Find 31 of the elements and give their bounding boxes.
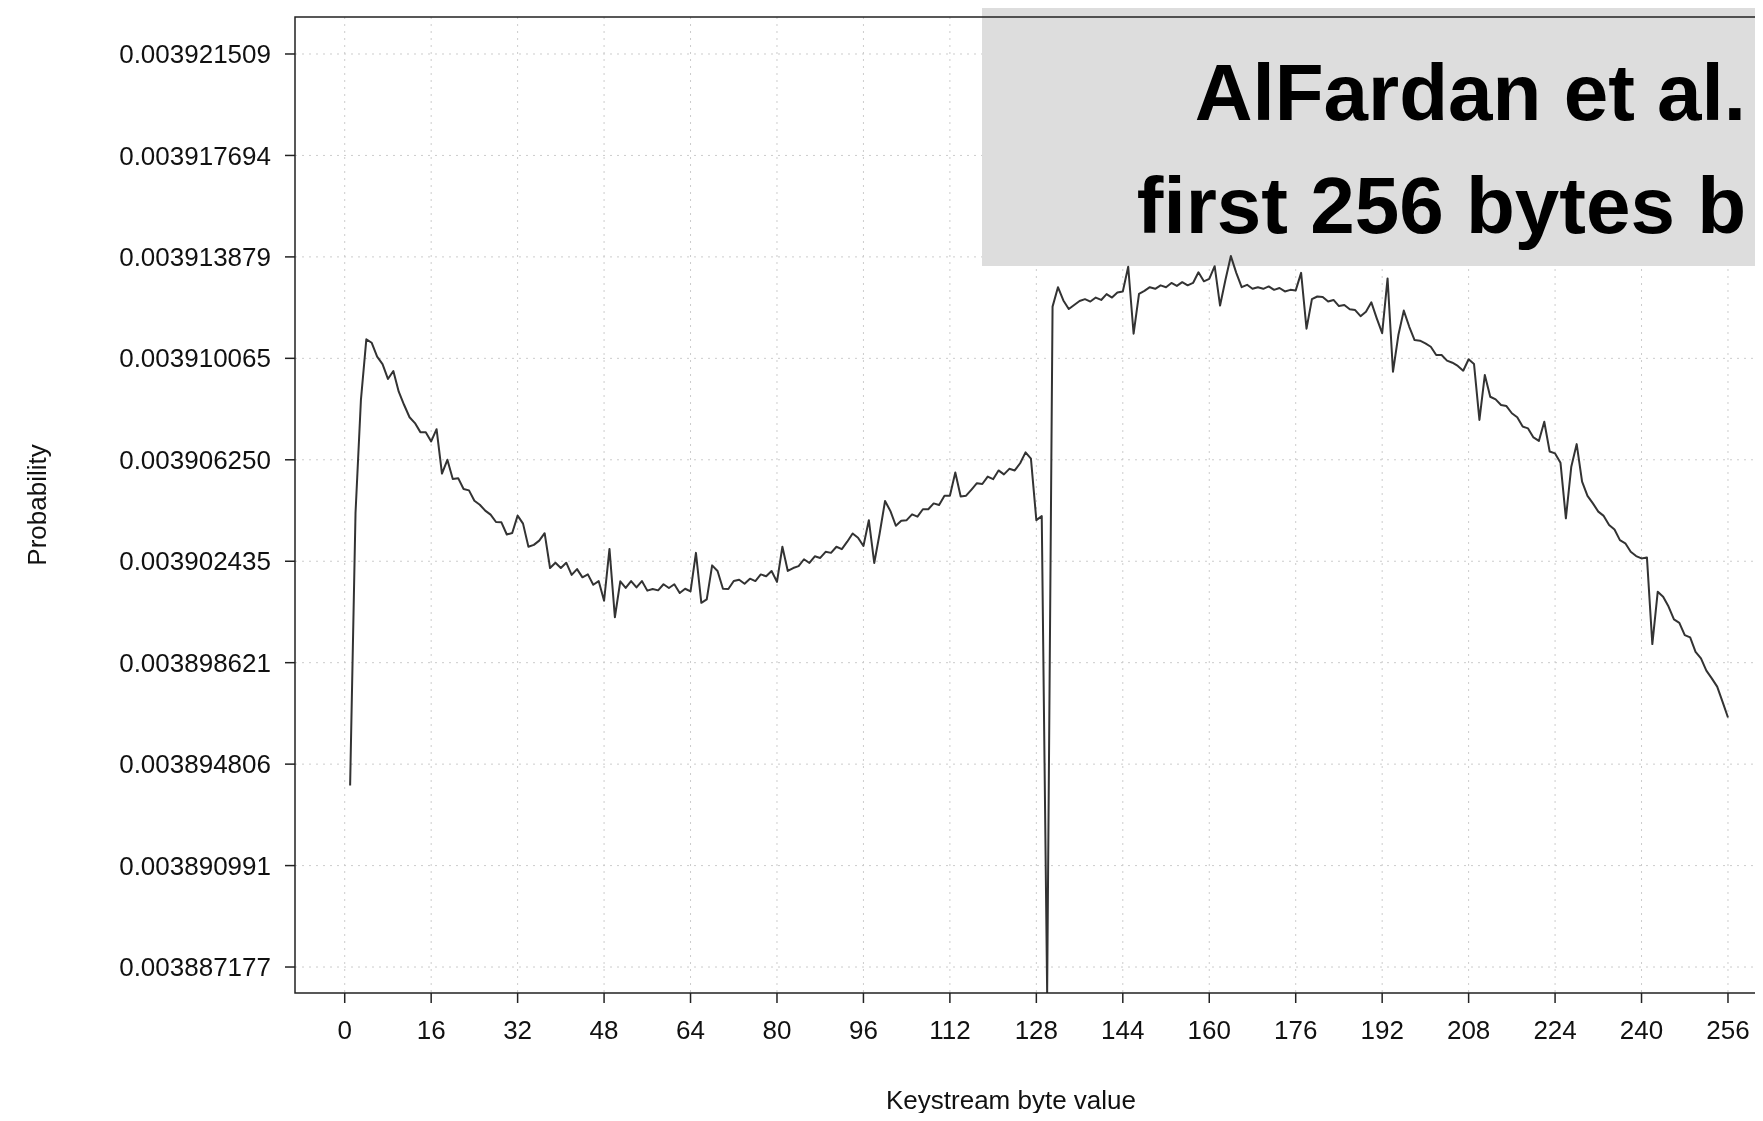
y-tick-label: 0.003894806 bbox=[119, 749, 271, 780]
text: first 256 bytes b bbox=[1136, 161, 1746, 250]
x-tick-label: 192 bbox=[1360, 1015, 1404, 1045]
x-tick-label: 96 bbox=[848, 1015, 878, 1045]
x-tick-label: 144 bbox=[1101, 1015, 1145, 1045]
x-tick-label: 128 bbox=[1014, 1015, 1059, 1045]
x-tick-label: 48 bbox=[589, 1015, 619, 1045]
x-tick-label: 256 bbox=[1706, 1015, 1750, 1045]
x-tick-label: 160 bbox=[1187, 1015, 1231, 1045]
chart-title: AlFardan et al. bbox=[1194, 48, 1746, 137]
y-tick-label: 0.003910065 bbox=[119, 343, 271, 374]
x-tick-label: 0 bbox=[337, 1015, 352, 1045]
x-tick-label: 32 bbox=[503, 1015, 533, 1045]
y-tick-label: 0.003917694 bbox=[119, 140, 271, 171]
line-series bbox=[349, 255, 1729, 993]
x-tick-label: 240 bbox=[1619, 1015, 1664, 1045]
y-tick-label: 0.003898621 bbox=[119, 647, 271, 678]
x-tick-label: 224 bbox=[1533, 1015, 1577, 1045]
y-tick-label: 0.003913879 bbox=[119, 242, 271, 272]
y-tick-label: 0.003921509 bbox=[119, 39, 271, 70]
x-tick-label: 80 bbox=[762, 1015, 792, 1045]
x-tick-label: 176 bbox=[1274, 1015, 1318, 1045]
x-tick-label: 208 bbox=[1446, 1015, 1491, 1045]
y-tick-label: 0.003887177 bbox=[119, 952, 271, 983]
x-tick-label: 112 bbox=[929, 1015, 971, 1045]
y-tick-label: 0.003890991 bbox=[119, 850, 271, 881]
x-tick-label: 64 bbox=[676, 1015, 705, 1045]
y-tick-label: 0.003902435 bbox=[119, 546, 271, 577]
y-tick-label: 0.003906250 bbox=[119, 444, 271, 475]
x-tick-label: 16 bbox=[416, 1015, 446, 1045]
y-axis-title: Probability bbox=[22, 444, 52, 566]
